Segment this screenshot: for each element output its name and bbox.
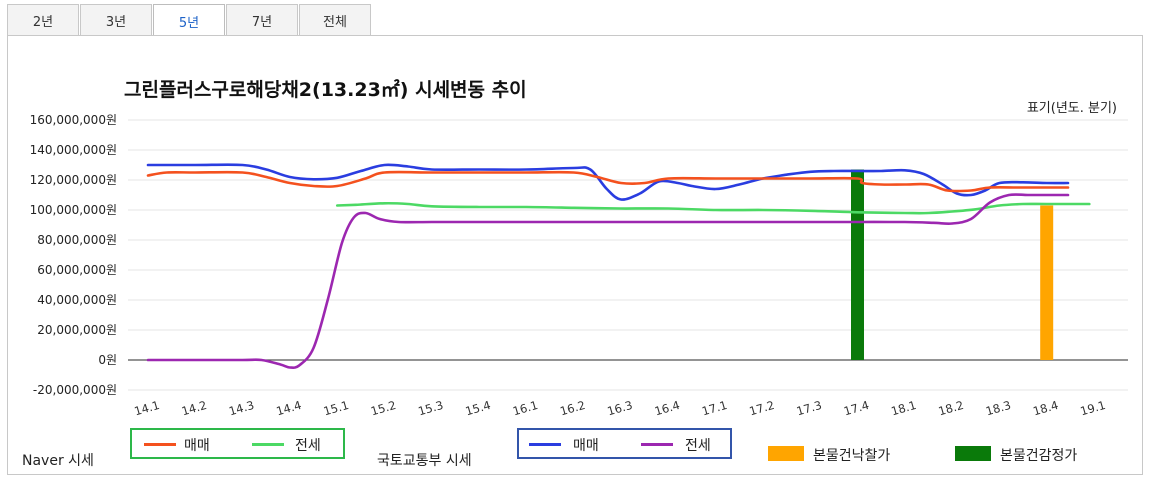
y-tick-label: 20,000,000원 <box>37 323 117 337</box>
y-tick-label: 140,000,000원 <box>30 143 117 157</box>
x-tick-label: 15.2 <box>369 398 397 419</box>
x-tick-label: 18.1 <box>889 398 917 419</box>
legend-naver-box: 매매 전세 <box>130 428 345 459</box>
legend-molit-group-label: 국토교통부 시세 <box>377 453 472 469</box>
y-tick-label: 80,000,000원 <box>37 233 117 247</box>
y-tick-label: 60,000,000원 <box>37 263 117 277</box>
y-tick-label: 0원 <box>98 353 117 367</box>
legend-auction-bid-swatch <box>768 446 804 461</box>
legend-molit-jeonse-label: 전세 <box>685 438 711 454</box>
period-tabs: 2년 3년 5년 7년 전체 <box>7 4 372 37</box>
x-tick-label: 15.1 <box>322 398 350 419</box>
x-tick-label: 18.4 <box>1031 398 1059 419</box>
series-naver-jeonse-line <box>335 201 1091 215</box>
chart-panel <box>7 35 1143 475</box>
x-tick-label: 16.1 <box>511 398 539 419</box>
y-tick-label: -20,000,000원 <box>33 383 117 397</box>
x-tick-label: 16.3 <box>606 398 634 419</box>
x-tick-label: 19.1 <box>1079 398 1107 419</box>
x-tick-label: 15.3 <box>416 398 444 419</box>
legend-molit-box: 매매 전세 <box>517 428 732 459</box>
legend-molit-jeonse-swatch <box>641 443 673 446</box>
x-tick-label: 17.2 <box>748 398 776 419</box>
x-tick-label: 17.1 <box>700 398 728 419</box>
legend-naver-jeonse-swatch <box>252 443 284 446</box>
legend-appraisal-label: 본물건감정가 <box>1000 448 1078 464</box>
chart-title: 그린플러스구로해당채2(13.23㎡) 시세변동 추이 <box>124 78 527 101</box>
legend-naver-jeonse-label: 전세 <box>295 438 321 454</box>
tab-2y[interactable]: 2년 <box>7 4 79 35</box>
x-tick-label: 16.4 <box>653 398 681 419</box>
x-tick-label: 17.4 <box>842 398 870 419</box>
legend-naver-group-label: Naver 시세 <box>22 453 94 469</box>
x-tick-label: 14.1 <box>133 398 161 419</box>
tab-5y[interactable]: 5년 <box>153 4 225 37</box>
x-tick-label: 18.3 <box>984 398 1012 419</box>
tab-7y[interactable]: 7년 <box>226 4 298 35</box>
legend-molit-sale-swatch <box>529 443 561 446</box>
legend-appraisal-swatch <box>955 446 991 461</box>
series-molit-jeonse-line <box>146 193 1070 369</box>
x-tick-label: 14.4 <box>275 398 303 419</box>
x-tick-label: 17.3 <box>795 398 823 419</box>
x-tick-label: 16.2 <box>558 398 586 419</box>
x-tick-label: 14.2 <box>180 398 208 419</box>
x-tick-label: 15.4 <box>464 398 492 419</box>
series-naver-sale-line <box>146 170 1070 193</box>
y-tick-label: 40,000,000원 <box>37 293 117 307</box>
y-tick-label: 100,000,000원 <box>30 203 117 217</box>
y-tick-label: 160,000,000원 <box>30 113 117 127</box>
bar-appraisal <box>851 169 864 360</box>
legend-naver-sale-label: 매매 <box>184 438 210 454</box>
bar-auction-bid <box>1040 205 1054 360</box>
legend-naver-sale-swatch <box>144 443 176 446</box>
tab-3y[interactable]: 3년 <box>80 4 152 35</box>
chart-notation: 표기(년도. 분기) <box>1027 101 1117 116</box>
x-tick-label: 14.3 <box>227 398 255 419</box>
y-tick-label: 120,000,000원 <box>30 173 117 187</box>
legend-auction-bid-label: 본물건낙찰가 <box>813 448 891 464</box>
x-tick-label: 18.2 <box>937 398 965 419</box>
legend-molit-sale-label: 매매 <box>573 438 599 454</box>
tab-all[interactable]: 전체 <box>299 4 371 35</box>
